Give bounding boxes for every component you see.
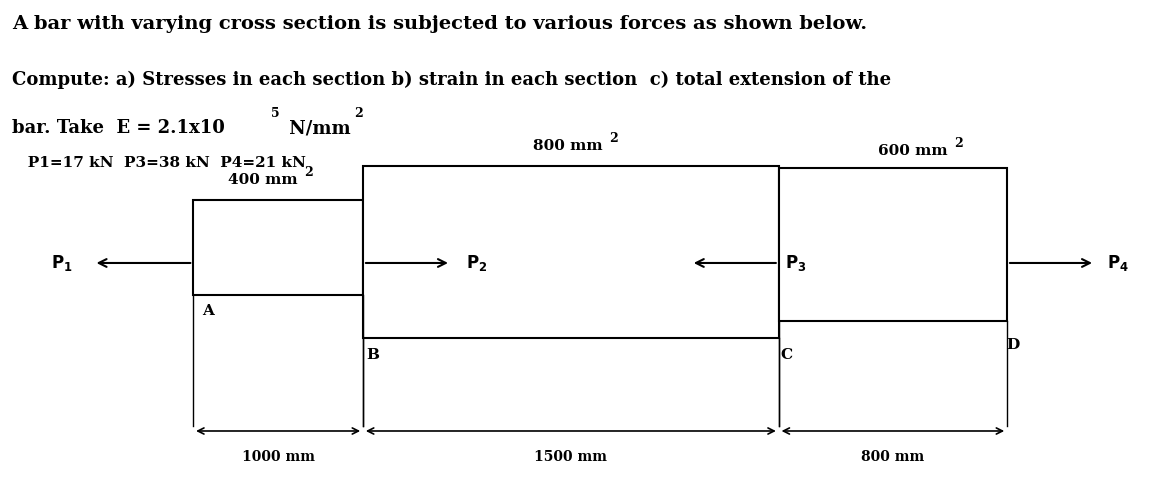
Text: A bar with varying cross section is subjected to various forces as shown below.: A bar with varying cross section is subj… <box>12 15 867 33</box>
Text: $\mathbf{P_1}$: $\mathbf{P_1}$ <box>52 253 73 273</box>
Bar <box>363 166 779 338</box>
Text: 800 mm: 800 mm <box>861 450 925 464</box>
Text: 1500 mm: 1500 mm <box>534 450 608 464</box>
Text: bar. Take  E = 2.1x10: bar. Take E = 2.1x10 <box>12 119 225 137</box>
Text: A: A <box>203 304 214 318</box>
Text: 400 mm: 400 mm <box>228 173 297 187</box>
Text: $\mathbf{P_3}$: $\mathbf{P_3}$ <box>785 253 806 273</box>
Text: 2: 2 <box>609 131 617 145</box>
Text: Compute: a) Stresses in each section b) strain in each section  c) total extensi: Compute: a) Stresses in each section b) … <box>12 71 891 89</box>
Text: 600 mm: 600 mm <box>878 144 947 158</box>
Text: C: C <box>780 348 792 362</box>
Text: P1=17 kN  P3=38 kN  P4=21 kN: P1=17 kN P3=38 kN P4=21 kN <box>12 156 306 170</box>
Bar <box>779 168 1007 321</box>
Text: 2: 2 <box>954 136 963 150</box>
Text: D: D <box>1006 338 1019 353</box>
Text: 800 mm: 800 mm <box>533 139 602 153</box>
Text: 2: 2 <box>304 166 313 179</box>
Text: 5: 5 <box>272 107 280 120</box>
Text: $\mathbf{P_2}$: $\mathbf{P_2}$ <box>466 253 487 273</box>
Text: N/mm: N/mm <box>283 119 351 137</box>
Text: 2: 2 <box>354 107 362 120</box>
Text: $\mathbf{P_4}$: $\mathbf{P_4}$ <box>1107 253 1129 273</box>
Bar <box>193 200 363 295</box>
Text: B: B <box>367 348 379 362</box>
Text: 1000 mm: 1000 mm <box>241 450 315 464</box>
